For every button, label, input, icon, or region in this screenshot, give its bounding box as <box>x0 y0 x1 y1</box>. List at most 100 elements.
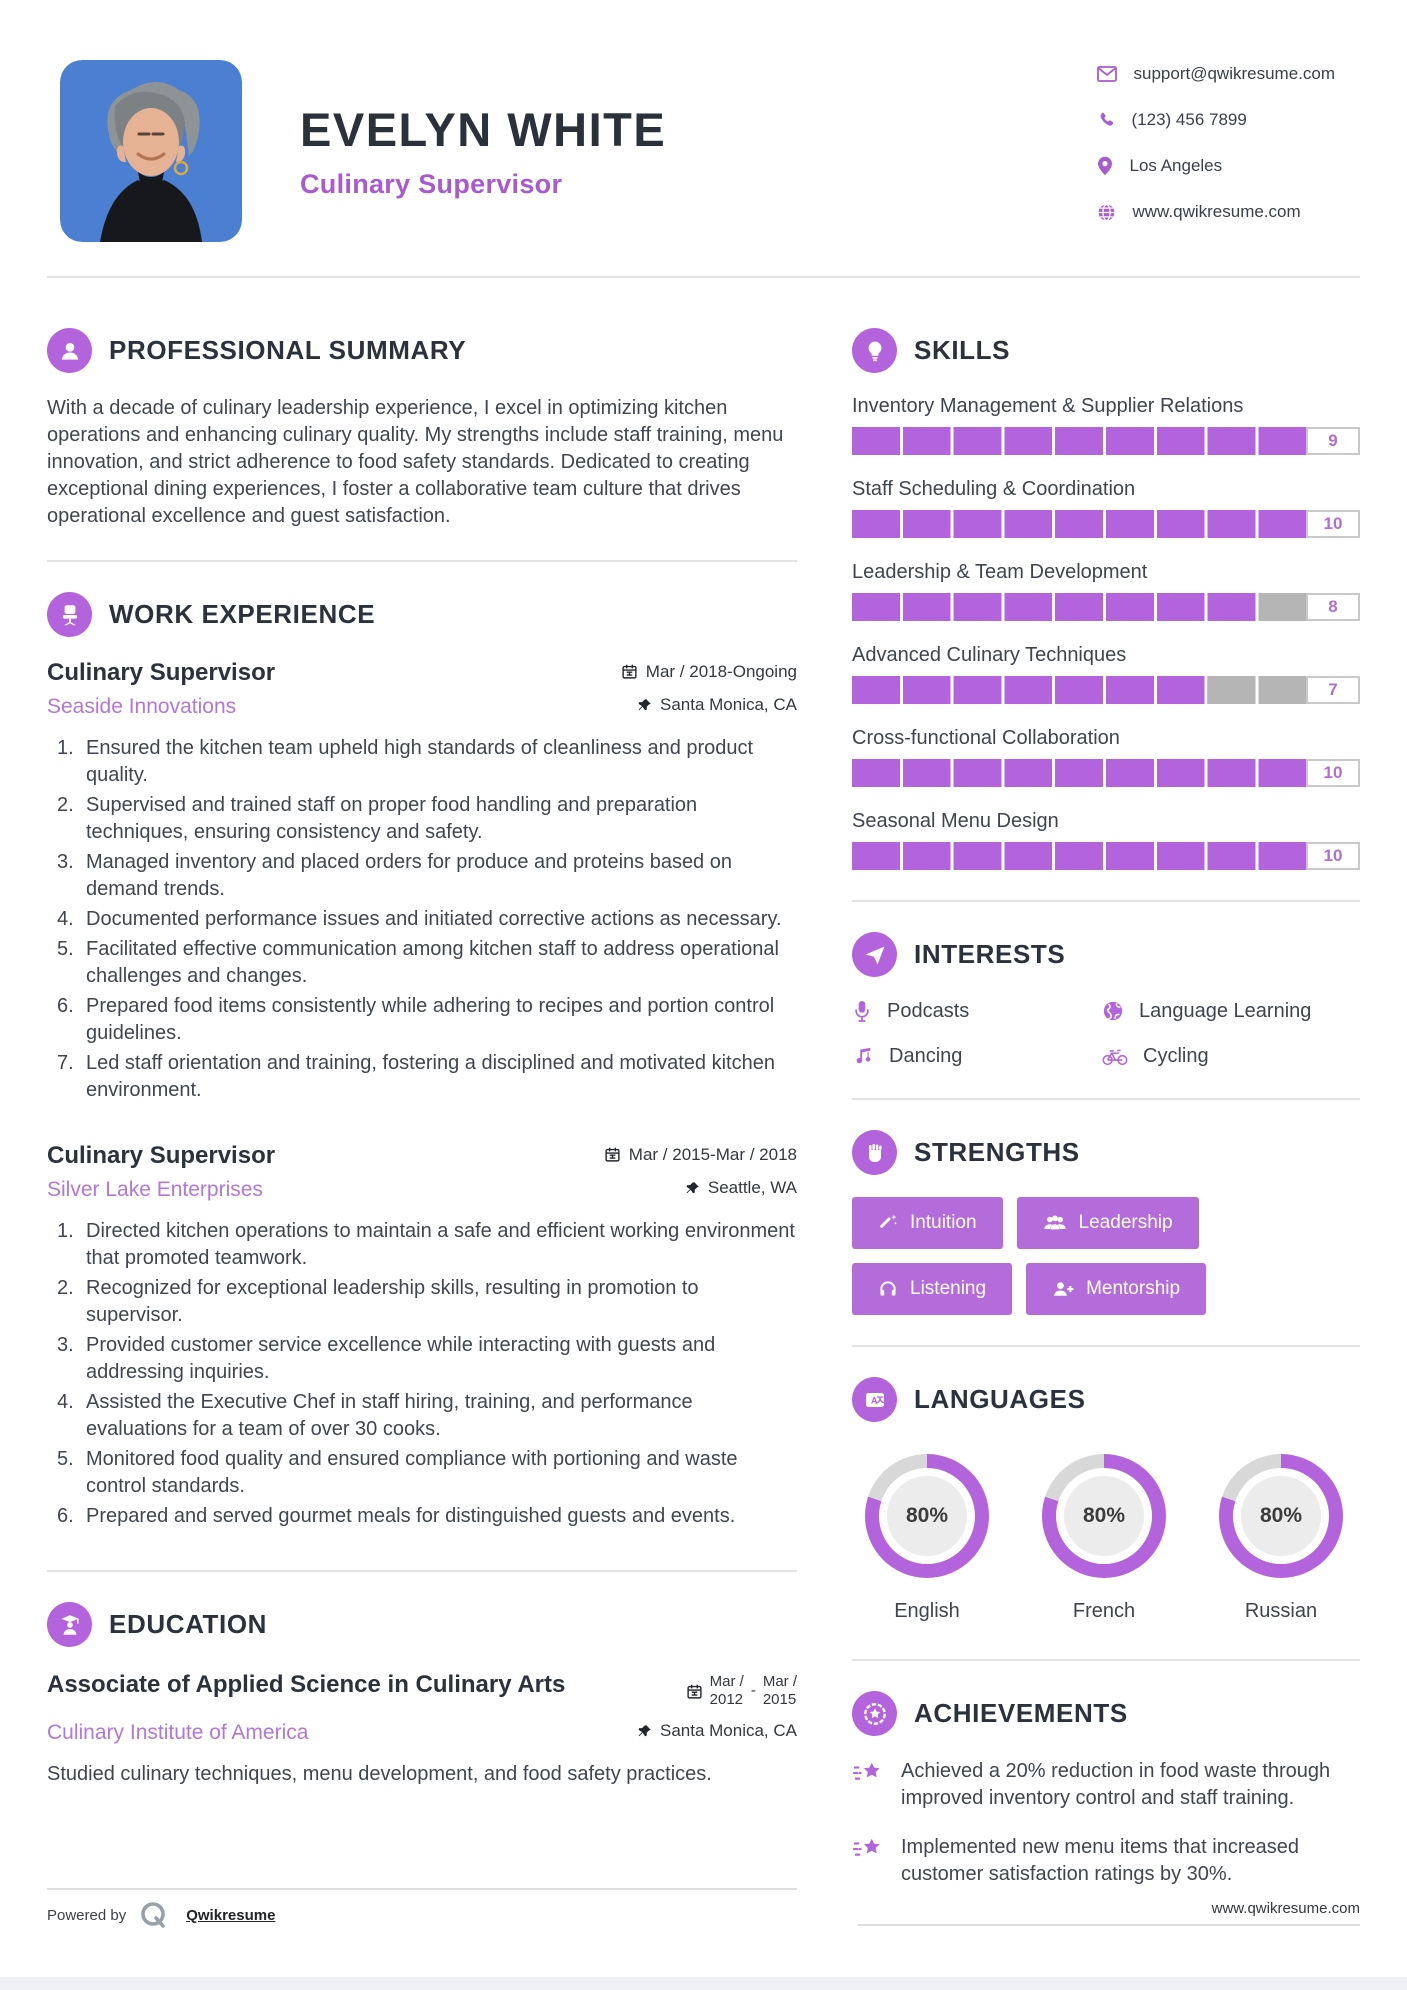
job-bullet: Prepared and served gourmet meals for di… <box>57 1503 736 1530</box>
globe-icon <box>1098 203 1114 221</box>
website-link[interactable]: www.qwikresume.com <box>1211 1900 1360 1917</box>
contact-block: support@qwikresume.com (123) 456 7899 Lo… <box>1096 60 1336 248</box>
strength-chip: Listening <box>852 1263 1013 1315</box>
job-bullet: Monitored food quality and ensured compl… <box>57 1446 738 1497</box>
job-bullet-list: Directed kitchen operations to maintain … <box>47 1218 795 1530</box>
education-section-header: EDUCATION <box>47 1602 797 1647</box>
skill-score: 9 <box>1306 427 1360 455</box>
interest-item: Language Learning <box>1102 999 1360 1023</box>
summary-text: With a decade of culinary leadership exp… <box>47 397 784 527</box>
section-divider <box>852 1345 1360 1347</box>
summary-section-header: PROFESSIONAL SUMMARY <box>47 328 797 373</box>
skill-label: Inventory Management & Supplier Relation… <box>852 395 1244 417</box>
strength-label: Listening <box>910 1278 987 1299</box>
education-dates: Mar / 2012 - Mar / 2015 <box>686 1673 797 1709</box>
skill-label: Cross-functional Collaboration <box>852 727 1120 749</box>
job-bullet: Facilitated effective communication amon… <box>57 936 779 987</box>
fist-icon <box>852 1130 897 1175</box>
contact-location: Los Angeles <box>1129 156 1223 175</box>
candidate-title: Culinary Supervisor <box>300 169 563 199</box>
skill-label: Leadership & Team Development <box>852 561 1148 583</box>
qwikresume-link[interactable]: Qwikresume <box>186 1906 276 1924</box>
education-entry: Associate of Applied Science in Culinary… <box>47 1669 797 1709</box>
magic-wand-icon <box>880 1214 897 1228</box>
achievement-text: Implemented new menu items that increase… <box>901 1836 1299 1885</box>
section-divider <box>852 900 1360 902</box>
section-divider <box>47 1570 797 1572</box>
achievement-item: Achieved a 20% reduction in food waste t… <box>852 1758 1360 1812</box>
medal-star-icon <box>852 1691 897 1736</box>
education-sub-row: Culinary Institute of America Santa Moni… <box>47 1721 797 1745</box>
skill-label: Advanced Culinary Techniques <box>852 644 1127 666</box>
contact-location-row: Los Angeles <box>1097 156 1336 176</box>
users-icon <box>1043 1215 1066 1230</box>
job-bullet: Directed kitchen operations to maintain … <box>57 1218 795 1269</box>
page-bottom-edge <box>0 1977 1407 1990</box>
microphone-icon <box>855 1001 869 1022</box>
pushpin-icon <box>638 699 651 711</box>
achievements-heading: ACHIEVEMENTS <box>914 1698 1128 1728</box>
skill-item: Advanced Culinary Techniques 7 <box>852 644 1360 704</box>
bulb-icon <box>852 328 897 373</box>
contact-phone: (123) 456 7899 <box>1131 110 1247 129</box>
date-separator: - <box>750 1682 756 1699</box>
achievement-item: Implemented new menu items that increase… <box>852 1834 1360 1888</box>
strength-label: Intuition <box>910 1212 977 1233</box>
bicycle-icon <box>1102 1049 1128 1065</box>
skill-bar-segments <box>852 593 1360 621</box>
language-label: Russian <box>1244 1600 1318 1622</box>
job-bullet: Recognized for exceptional leadership sk… <box>57 1275 699 1326</box>
work-heading: WORK EXPERIENCE <box>109 599 376 629</box>
portrait-illustration <box>60 60 242 242</box>
skill-label: Staff Scheduling & Coordination <box>852 478 1136 500</box>
job-bullet-list: Ensured the kitchen team upheld high sta… <box>47 735 795 1104</box>
education-date-end: Mar / 2015 <box>763 1673 797 1709</box>
calendar-icon <box>622 664 637 679</box>
language-percent: 80% <box>887 1476 967 1556</box>
music-note-icon <box>856 1047 871 1063</box>
skill-bar: 10 <box>852 759 1360 787</box>
interest-label: Cycling <box>1143 1045 1209 1067</box>
pushpin-icon <box>686 1182 699 1194</box>
language-label: English <box>894 1600 960 1622</box>
education-location-text: Santa Monica, CA <box>659 1721 797 1740</box>
school-name: Culinary Institute of America <box>47 1721 309 1744</box>
calendar-icon <box>605 1147 620 1162</box>
language-percent: 80% <box>1241 1476 1321 1556</box>
left-column: PROFESSIONAL SUMMARY With a decade of cu… <box>47 328 797 1910</box>
skill-item: Leadership & Team Development 8 <box>852 561 1360 621</box>
section-divider <box>47 560 797 562</box>
name-block: EVELYN WHITE Culinary Supervisor <box>300 60 666 200</box>
skill-bar: 10 <box>852 842 1360 870</box>
header-divider <box>47 276 1360 278</box>
office-chair-icon <box>47 592 92 637</box>
interests-heading: INTERESTS <box>914 939 1066 969</box>
language-progress-ring: 80% <box>865 1454 989 1578</box>
job-bullet: Assisted the Executive Chef in staff hir… <box>57 1389 693 1440</box>
work-section-header: WORK EXPERIENCE <box>47 592 797 637</box>
strength-label: Mentorship <box>1086 1278 1181 1299</box>
job-date: Mar / 2015-Mar / 2018 <box>604 1145 797 1165</box>
qwikresume-q-logo <box>141 1902 166 1928</box>
contact-email-row: support@qwikresume.com <box>1096 64 1335 84</box>
job-bullet: Ensured the kitchen team upheld high sta… <box>57 735 754 786</box>
job-bullet: Supervised and trained staff on proper f… <box>57 792 698 843</box>
headphones-icon <box>880 1281 896 1296</box>
interests-section-header: INTERESTS <box>852 932 1360 977</box>
summary-heading: PROFESSIONAL SUMMARY <box>109 335 467 365</box>
shooting-star-icon <box>852 1762 880 1780</box>
job-location-text: Santa Monica, CA <box>659 695 797 714</box>
graduate-icon <box>47 1602 92 1647</box>
skill-score: 7 <box>1306 676 1360 704</box>
job-company: Seaside Innovations <box>47 695 237 718</box>
section-divider <box>852 1659 1360 1661</box>
right-column: SKILLS Inventory Management & Supplier R… <box>852 328 1360 1910</box>
shooting-star-icon <box>852 1838 880 1856</box>
language-label: French <box>1072 1600 1136 1622</box>
footer-powered-by: Powered by Qwikresume <box>47 1888 797 1930</box>
skill-bar-segments <box>852 759 1360 787</box>
education-heading: EDUCATION <box>109 1609 268 1639</box>
language-progress-ring: 80% <box>1042 1454 1166 1578</box>
pushpin-icon <box>638 1725 651 1737</box>
